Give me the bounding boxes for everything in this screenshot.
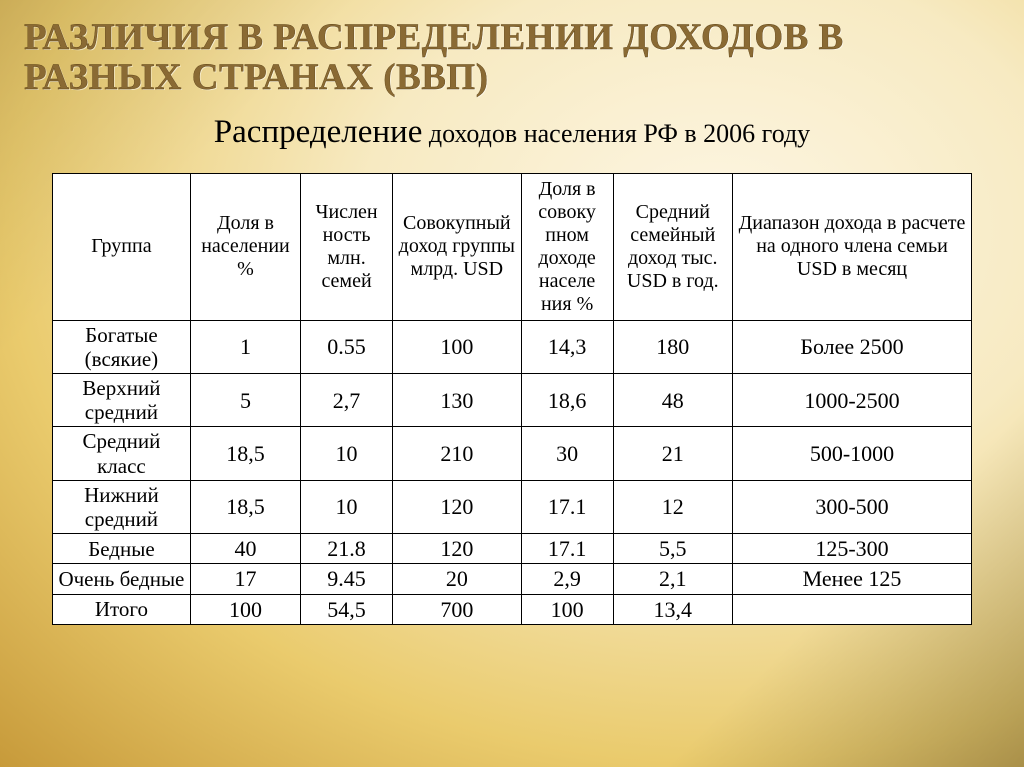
cell: 5 [190, 374, 300, 427]
cell: 210 [393, 427, 522, 480]
table-row: Нижний средний 18,5 10 120 17.1 12 300-5… [53, 480, 972, 533]
subtitle-region: Распределение доходов населения РФ в 200… [0, 104, 1024, 151]
cell: 120 [393, 534, 522, 564]
cell: 1 [190, 320, 300, 373]
cell: 9.45 [301, 564, 393, 594]
col-header: Диапазон дохода в расчете на одного член… [733, 173, 972, 320]
cell: 30 [521, 427, 613, 480]
subtitle-rest: доходов населения РФ в 2006 году [422, 119, 810, 148]
col-header: Средний семейный доход тыс. USD в год. [613, 173, 732, 320]
slide: Различия в распределении доходов в разны… [0, 0, 1024, 767]
cell: 17 [190, 564, 300, 594]
cell-group: Средний класс [53, 427, 191, 480]
cell: 10 [301, 480, 393, 533]
cell: 100 [190, 594, 300, 624]
cell: 18,5 [190, 480, 300, 533]
table-row: Богатые (всякие) 1 0.55 100 14,3 180 Бол… [53, 320, 972, 373]
cell: 13,4 [613, 594, 732, 624]
cell: Менее 125 [733, 564, 972, 594]
cell-group: Нижний средний [53, 480, 191, 533]
table-body: Богатые (всякие) 1 0.55 100 14,3 180 Бол… [53, 320, 972, 624]
cell-group: Итого [53, 594, 191, 624]
cell: 700 [393, 594, 522, 624]
table-header-row: Группа Доля в населении % Числен ность м… [53, 173, 972, 320]
table-row: Бедные 40 21.8 120 17.1 5,5 125-300 [53, 534, 972, 564]
cell: 5,5 [613, 534, 732, 564]
income-table-container: Группа Доля в населении % Числен ность м… [52, 173, 972, 625]
cell-group: Богатые (всякие) [53, 320, 191, 373]
cell: 21 [613, 427, 732, 480]
col-header: Группа [53, 173, 191, 320]
title-region: Различия в распределении доходов в разны… [0, 0, 1024, 104]
subtitle-lead: Распределение [214, 114, 423, 150]
cell: 54,5 [301, 594, 393, 624]
cell: 100 [521, 594, 613, 624]
slide-title: Различия в распределении доходов в разны… [24, 18, 1000, 98]
cell: 20 [393, 564, 522, 594]
cell: 17.1 [521, 534, 613, 564]
col-header: Числен ность млн. семей [301, 173, 393, 320]
cell: 120 [393, 480, 522, 533]
slide-subtitle: Распределение доходов населения РФ в 200… [40, 114, 984, 151]
table-row: Средний класс 18,5 10 210 30 21 500-1000 [53, 427, 972, 480]
cell-group: Верхний средний [53, 374, 191, 427]
cell: 300-500 [733, 480, 972, 533]
table-row: Верхний средний 5 2,7 130 18,6 48 1000-2… [53, 374, 972, 427]
col-header: Доля в населении % [190, 173, 300, 320]
cell: 130 [393, 374, 522, 427]
cell [733, 594, 972, 624]
table-row: Очень бедные 17 9.45 20 2,9 2,1 Менее 12… [53, 564, 972, 594]
cell: 500-1000 [733, 427, 972, 480]
cell: 2,9 [521, 564, 613, 594]
cell-group: Очень бедные [53, 564, 191, 594]
cell: 1000-2500 [733, 374, 972, 427]
cell: Более 2500 [733, 320, 972, 373]
cell: 2,1 [613, 564, 732, 594]
cell: 40 [190, 534, 300, 564]
cell: 2,7 [301, 374, 393, 427]
cell-group: Бедные [53, 534, 191, 564]
cell: 0.55 [301, 320, 393, 373]
table-row-total: Итого 100 54,5 700 100 13,4 [53, 594, 972, 624]
col-header: Совокупный доход группы млрд. USD [393, 173, 522, 320]
cell: 180 [613, 320, 732, 373]
cell: 18,5 [190, 427, 300, 480]
cell: 18,6 [521, 374, 613, 427]
cell: 14,3 [521, 320, 613, 373]
col-header: Доля в совоку пном доходе населе ния % [521, 173, 613, 320]
table-head: Группа Доля в населении % Числен ность м… [53, 173, 972, 320]
cell: 12 [613, 480, 732, 533]
cell: 125-300 [733, 534, 972, 564]
cell: 10 [301, 427, 393, 480]
cell: 100 [393, 320, 522, 373]
cell: 17.1 [521, 480, 613, 533]
cell: 48 [613, 374, 732, 427]
income-table: Группа Доля в населении % Числен ность м… [52, 173, 972, 625]
cell: 21.8 [301, 534, 393, 564]
